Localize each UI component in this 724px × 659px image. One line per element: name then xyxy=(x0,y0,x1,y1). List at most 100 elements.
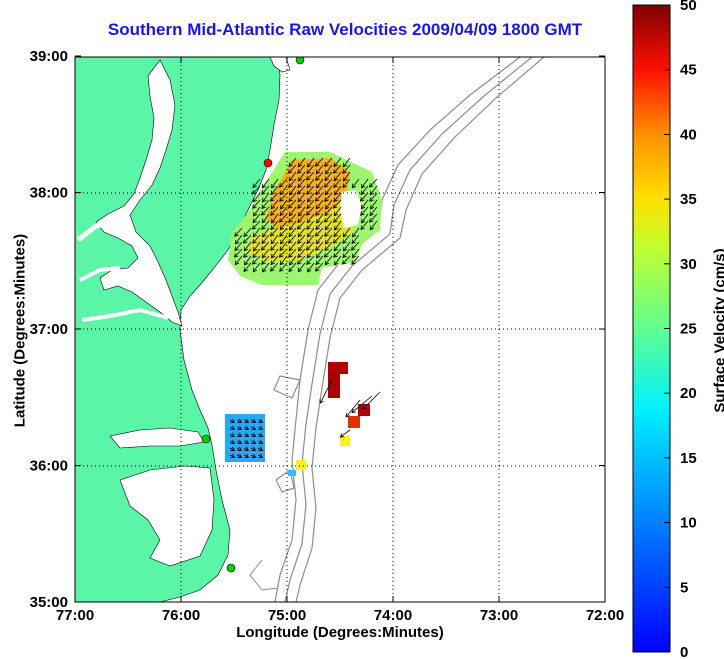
velocity-arrow xyxy=(288,213,297,223)
velocity-arrow-head xyxy=(368,218,374,223)
velocity-arrow-head xyxy=(230,418,236,423)
velocity-arrow-head xyxy=(362,404,368,410)
velocity-arrow xyxy=(244,255,252,266)
velocity-arrow xyxy=(315,227,324,237)
x-axis-ticks: 77:00 76:00 75:00 74:00 73:00 72:00 xyxy=(56,57,624,624)
velocity-arrow-head xyxy=(244,418,250,423)
velocity-arrow-head xyxy=(258,446,264,451)
velocity-arrow-head xyxy=(315,246,320,251)
velocity-arrow xyxy=(243,426,249,430)
velocity-arrow-head xyxy=(351,239,356,245)
velocity-arrow-head xyxy=(288,253,293,258)
velocity-arrow-head xyxy=(271,218,276,224)
velocity-arrow xyxy=(306,199,315,209)
velocity-arrow-head xyxy=(333,197,338,203)
velocity-arrow xyxy=(342,255,351,265)
velocity-arrow-head xyxy=(270,204,276,210)
colorbar-tick-label: 40 xyxy=(680,126,697,143)
velocity-arrow xyxy=(351,241,360,251)
velocity-arrow-head xyxy=(324,246,329,252)
velocity-arrow-head xyxy=(315,176,320,181)
velocity-arrow xyxy=(342,227,351,237)
velocity-arrow-head xyxy=(237,453,243,458)
velocity-vectors xyxy=(229,157,381,458)
velocity-arrow-head xyxy=(360,204,366,210)
velocity-arrow-head xyxy=(333,211,339,217)
velocity-arrow xyxy=(270,206,279,216)
velocity-arrow xyxy=(288,262,297,272)
velocity-arrow-head xyxy=(270,225,275,231)
velocity-arrow-head xyxy=(280,204,285,210)
velocity-arrow-head xyxy=(324,190,330,196)
velocity-arrow-head xyxy=(287,239,293,244)
velocity-arrow xyxy=(342,234,351,244)
velocity-arrow-head xyxy=(325,204,330,210)
velocity-arrow-head xyxy=(297,169,302,174)
velocity-arrow xyxy=(360,206,369,216)
velocity-arrow xyxy=(236,447,242,451)
velocity-arrow-head xyxy=(244,260,249,266)
velocity-arrow-head xyxy=(297,162,303,168)
velocity-arrow-head xyxy=(251,432,257,437)
velocity-arrow-head xyxy=(351,408,356,414)
velocity-arrow-head xyxy=(307,162,312,168)
velocity-arrow xyxy=(250,433,256,437)
velocity-arrow-head xyxy=(324,211,329,217)
velocity-arrow xyxy=(343,171,351,182)
velocity-arrow xyxy=(316,248,324,259)
velocity-arrow-head xyxy=(269,197,275,202)
velocity-arrow xyxy=(342,248,351,258)
velocity-arrow xyxy=(270,255,279,265)
velocity-arrow xyxy=(324,178,333,188)
velocity-arrow xyxy=(257,454,263,458)
velocity-arrow-head xyxy=(261,260,266,265)
velocity-arrow-head xyxy=(306,169,311,175)
velocity-arrow-head xyxy=(244,453,250,458)
velocity-arrow-head xyxy=(288,246,294,252)
velocity-arrow xyxy=(252,234,261,244)
velocity-arrow-head xyxy=(252,218,257,224)
velocity-arrow-head xyxy=(360,211,365,216)
velocity-arrow-head xyxy=(279,225,285,231)
velocity-arrow xyxy=(297,164,306,174)
colorbar-tick-label: 35 xyxy=(680,191,697,208)
velocity-arrow xyxy=(333,192,342,202)
velocity-arrow xyxy=(324,157,333,167)
velocity-arrow-head xyxy=(252,267,258,273)
velocity-arrow xyxy=(250,447,256,451)
velocity-arrow xyxy=(288,206,297,216)
velocity-arrow-head xyxy=(287,204,293,209)
velocity-arrow-head xyxy=(279,190,285,196)
velocity-arrow xyxy=(324,185,333,195)
colorbar-label: Surface Velocity (cm/s) xyxy=(711,248,724,413)
velocity-arrow-head xyxy=(258,453,264,458)
velocity-arrow xyxy=(234,248,243,258)
velocity-arrow-head xyxy=(306,204,311,210)
velocity-arrow xyxy=(324,220,333,230)
colorbar-tick-label: 5 xyxy=(680,579,688,596)
velocity-arrow-head xyxy=(333,253,338,258)
velocity-arrow-head xyxy=(280,239,285,245)
velocity-arrow xyxy=(243,454,249,458)
velocity-arrow-head xyxy=(251,446,257,451)
velocity-arrow-head xyxy=(262,267,267,273)
velocity-arrow xyxy=(342,157,351,167)
velocity-arrow xyxy=(288,164,297,174)
x-tick-label: 77:00 xyxy=(56,607,94,624)
velocity-arrow xyxy=(324,227,333,237)
velocity-arrow-head xyxy=(359,197,365,202)
velocity-arrow xyxy=(325,199,333,210)
velocity-arrow-head xyxy=(234,232,239,237)
velocity-arrow-head xyxy=(352,232,357,238)
velocity-arrow-head xyxy=(279,197,284,202)
delaware-bay xyxy=(269,57,291,73)
velocity-arrow-head xyxy=(351,260,356,265)
y-axis-ticks: 35:00 36:00 37:00 38:00 39:00 xyxy=(30,48,605,611)
velocity-arrow-head xyxy=(279,211,284,217)
velocity-cell xyxy=(296,460,306,470)
velocity-arrow-head xyxy=(237,432,243,437)
velocity-arrow-head xyxy=(324,225,330,231)
velocity-arrow-head xyxy=(298,246,303,252)
velocity-arrow xyxy=(297,227,306,237)
velocity-arrow-head xyxy=(252,197,258,203)
